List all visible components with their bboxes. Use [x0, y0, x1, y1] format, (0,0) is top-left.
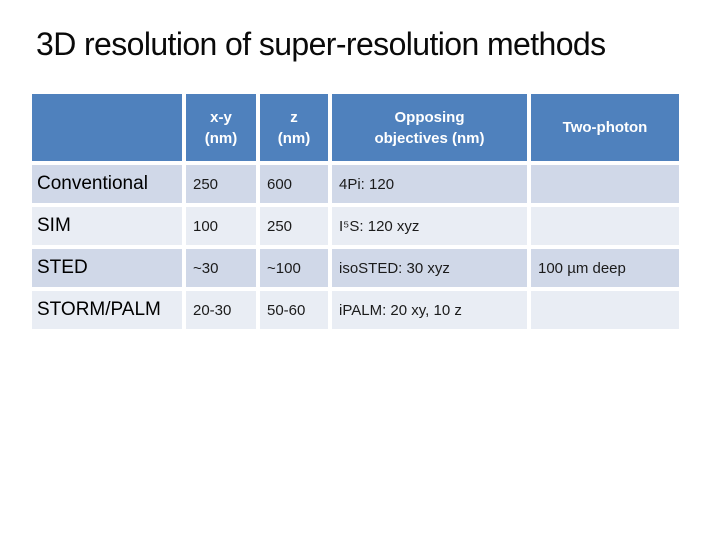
table-row-sted: STED ~30 ~100 isoSTED: 30 xyz 100 µm dee…: [32, 249, 679, 287]
method-label: STED: [32, 249, 182, 287]
table-row-storm-palm: STORM/PALM 20-30 50-60 iPALM: 20 xy, 10 …: [32, 291, 679, 329]
method-label: Conventional: [32, 165, 182, 203]
opposing-objectives-value: I⁵S: 120 xyz: [332, 207, 527, 245]
table-row-sim: SIM 100 250 I⁵S: 120 xyz: [32, 207, 679, 245]
method-label: STORM/PALM: [32, 291, 182, 329]
resolution-table: x-y (nm) z (nm) Opposing objectives (nm)…: [28, 90, 683, 333]
z-value: 600: [260, 165, 328, 203]
opposing-objectives-value: isoSTED: 30 xyz: [332, 249, 527, 287]
header-cell-z: z (nm): [260, 94, 328, 161]
header-cell-method: [32, 94, 182, 161]
z-value: 50-60: [260, 291, 328, 329]
opposing-objectives-value: iPALM: 20 xy, 10 z: [332, 291, 527, 329]
xy-value: 100: [186, 207, 256, 245]
method-label: SIM: [32, 207, 182, 245]
header-cell-opposing: Opposing objectives (nm): [332, 94, 527, 161]
slide-title: 3D resolution of super-resolution method…: [36, 26, 606, 62]
header-cell-two-photon: Two-photon: [531, 94, 679, 161]
two-photon-value: [531, 165, 679, 203]
header-cell-xy: x-y (nm): [186, 94, 256, 161]
two-photon-value: 100 µm deep: [531, 249, 679, 287]
table-header-row: x-y (nm) z (nm) Opposing objectives (nm)…: [32, 94, 679, 161]
opposing-objectives-value: 4Pi: 120: [332, 165, 527, 203]
two-photon-value: [531, 207, 679, 245]
table-row-conventional: Conventional 250 600 4Pi: 120: [32, 165, 679, 203]
xy-value: 250: [186, 165, 256, 203]
xy-value: 20-30: [186, 291, 256, 329]
z-value: 250: [260, 207, 328, 245]
z-value: ~100: [260, 249, 328, 287]
two-photon-value: [531, 291, 679, 329]
xy-value: ~30: [186, 249, 256, 287]
